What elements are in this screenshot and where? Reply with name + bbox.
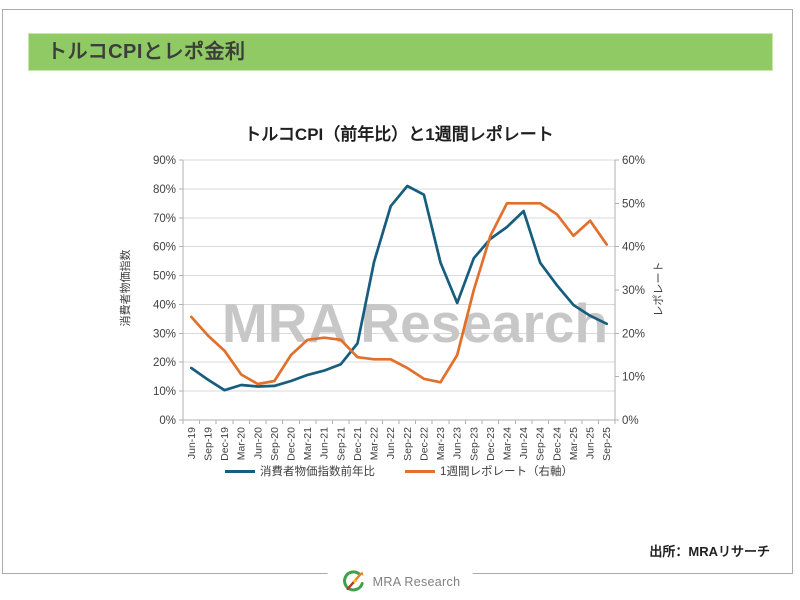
legend-label-cpi: 消費者物価指数前年比	[260, 466, 376, 478]
x-axis-tick-label: Sep-20	[269, 427, 281, 461]
slide-title: トルコCPIとレポ金利	[47, 41, 246, 63]
right-axis-tick-label: 40%	[622, 242, 645, 254]
footer-logo-text: MRA Research	[372, 575, 461, 589]
right-axis-tick-label: 30%	[622, 285, 645, 297]
legend-item-repo: 1週間レポレート（右軸）	[405, 463, 573, 479]
x-axis-tick-label: Dec-21	[352, 427, 364, 461]
x-axis-tick-label: Sep-24	[535, 427, 547, 461]
left-axis-tick-label: 60%	[153, 242, 176, 254]
x-axis-tick-label: Sep-19	[202, 427, 214, 461]
left-axis-tick-label: 20%	[153, 357, 176, 369]
x-axis-tick-label: Jun-25	[585, 427, 597, 459]
x-axis-tick-label: Dec-22	[418, 427, 430, 461]
x-axis-tick-label: Jun-22	[385, 427, 397, 459]
left-axis-tick-label: 0%	[159, 415, 176, 427]
x-axis-tick-label: Jun-23	[452, 427, 464, 459]
source-note: 出所：MRAリサーチ	[649, 544, 770, 559]
left-axis-tick-label: 80%	[153, 184, 176, 196]
x-axis-tick-label: Sep-23	[468, 427, 480, 461]
x-axis-tick-label: Mar-21	[302, 427, 314, 460]
legend-item-cpi: 消費者物価指数前年比	[225, 463, 375, 479]
right-axis-tick-label: 10%	[622, 372, 645, 384]
x-axis-tick-label: Dec-24	[551, 427, 563, 461]
x-axis-tick-label: Mar-22	[369, 427, 381, 460]
x-axis-tick-label: Dec-23	[485, 427, 497, 461]
left-axis-tick-label: 30%	[153, 328, 176, 340]
x-axis-tick-label: Sep-21	[335, 427, 347, 461]
left-axis-tick-label: 40%	[153, 299, 176, 311]
legend-label-repo: 1週間レポレート（右軸）	[440, 466, 573, 478]
right-axis-tick-label: 0%	[622, 415, 639, 427]
x-axis-tick-label: Mar-25	[568, 427, 580, 460]
slide-title-bar: トルコCPIとレポ金利	[28, 33, 773, 71]
x-axis-tick-label: Mar-23	[435, 427, 447, 460]
right-axis-title: レポレート	[653, 261, 665, 317]
x-axis-tick-label: Mar-24	[502, 427, 514, 460]
x-axis-tick-label: Sep-22	[402, 427, 414, 461]
legend-swatch-repo	[405, 469, 436, 473]
series-line-0	[189, 184, 609, 392]
chart-legend: 消費者物価指数前年比 1週間レポレート（右軸）	[183, 463, 615, 479]
slide-canvas	[2, 9, 793, 574]
legend-swatch-cpi	[225, 469, 256, 473]
footer-logo: MRA Research	[327, 567, 473, 597]
x-axis-tick-label: Dec-20	[286, 427, 298, 461]
series-line-1	[189, 201, 609, 386]
left-axis-tick-label: 50%	[153, 271, 176, 283]
x-axis-tick-label: Dec-19	[219, 427, 231, 461]
watermark-text: MRA Research	[221, 292, 609, 354]
x-axis-tick-label: Mar-20	[236, 427, 248, 460]
chart-title: トルコCPI（前年比）と1週間レポレート	[244, 125, 554, 144]
x-axis-tick-label: Jun-19	[186, 427, 198, 459]
x-axis-tick-label: Jun-20	[252, 427, 264, 459]
x-axis-tick-label: Jun-24	[518, 427, 530, 459]
left-axis-title: 消費者物価指数	[120, 249, 132, 327]
left-axis-tick-label: 70%	[153, 213, 176, 225]
x-axis-tick-label: Sep-25	[601, 427, 613, 461]
x-axis-tick-label: Jun-21	[319, 427, 331, 459]
right-axis-tick-label: 50%	[622, 198, 645, 210]
left-axis-tick-label: 10%	[153, 386, 176, 398]
right-axis-tick-label: 60%	[622, 155, 645, 167]
mra-logo-icon	[343, 570, 364, 592]
left-axis-tick-label: 90%	[153, 155, 176, 167]
right-axis-tick-label: 20%	[622, 328, 645, 340]
